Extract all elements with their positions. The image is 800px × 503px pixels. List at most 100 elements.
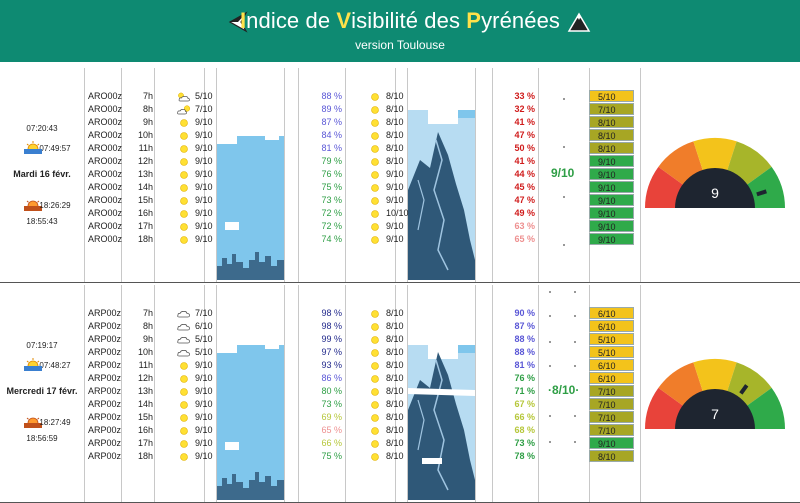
cloud-score: 9/10 [177,207,213,220]
dot-marker [574,441,576,443]
cloud-score-value: 5/10 [195,91,213,101]
sun-icon [180,439,188,448]
sun-score: 8/10 [368,398,404,411]
humidity-city: 76 % [321,169,342,179]
hour-label: 17h [137,438,153,448]
station-code: ARO00z [88,143,123,153]
day-date: Mercredi 17 févr. [6,386,78,396]
ghost-row [85,246,800,259]
hour-label: 8h [142,104,153,114]
mountain-icon[interactable] [567,10,591,34]
humidity-city: 66 % [321,438,342,448]
station-code: ARP00z [88,451,122,461]
visibility-badge: 7/10 [589,385,634,397]
table-row: ARO00z 18h 9/10 74 % 9/10 65 % 9/10 [85,233,800,246]
sunrise-time: 07:48:27 [39,361,71,370]
humidity-mountain: 47 % [514,130,535,140]
cloud-score: 9/10 [177,168,213,181]
hour-label: 13h [137,386,153,396]
humidity-city: 73 % [321,195,342,205]
table-row: ARO00z 16h 9/10 72 % 10/10 49 % 9/10 [85,207,800,220]
humidity-city: 87 % [321,117,342,127]
visibility-badge: 5/10 [589,90,634,102]
gauge-segment [645,387,685,429]
station-code: ARP00z [88,347,122,357]
sun-score: 8/10 [368,437,404,450]
table-row: ARO00z 17h 9/10 72 % 9/10 63 % 9/10 [85,220,800,233]
table-row: ARO00z 11h 9/10 81 % 8/10 50 % 8/10 [85,142,800,155]
sun-score: 9/10 [368,194,404,207]
cloud-score: 9/10 [177,398,213,411]
visibility-badge: 9/10 [589,181,634,193]
station-code: ARP00z [88,321,122,331]
hour-label: 15h [137,195,153,205]
table-row: ARP00z 9h 5/10 99 % 8/10 88 % 5/10 [85,333,800,346]
sun-icon [371,348,379,357]
sun-icon [180,157,188,166]
sunset-time: 18:27:49 [39,418,71,427]
sun-score: 8/10 [368,372,404,385]
back-arrow-icon[interactable] [226,10,250,34]
station-code: ARO00z [88,130,123,140]
hour-label: 14h [137,399,153,409]
humidity-mountain: 49 % [514,208,535,218]
sun-score-value: 8/10 [386,360,404,370]
column-divider [395,285,396,502]
sun-icon [180,183,188,192]
dot-marker [574,315,576,317]
humidity-mountain: 87 % [514,321,535,331]
table-row: ARO00z 15h 9/10 73 % 9/10 47 % 9/10 [85,194,800,207]
day-info: 07:20:43 07:49:57 Mardi 16 févr. 18:26:29 18… [0,68,84,282]
title-part: P [466,8,482,33]
cloud-score: 5/10 [177,333,213,346]
humidity-mountain: 47 % [514,195,535,205]
page-subtitle: version Toulouse [355,38,445,52]
visibility-badge: 8/10 [589,129,634,141]
column-divider [284,68,285,282]
table-row: ARO00z 10h 9/10 84 % 8/10 47 % 8/10 [85,129,800,142]
humidity-mountain: 32 % [514,104,535,114]
table-row: ARP00z 8h 6/10 98 % 8/10 87 % 6/10 [85,320,800,333]
partly-cloudy-icon [178,92,190,101]
sun-score-value: 10/10 [386,208,409,218]
sun-score: 8/10 [368,346,404,359]
cloud-score-value: 5/10 [195,334,213,344]
humidity-city: 79 % [321,156,342,166]
humidity-mountain: 90 % [514,308,535,318]
station-code: ARO00z [88,117,123,127]
cloud-score: 5/10 [177,346,213,359]
hour-label: 10h [137,347,153,357]
cloud-score: 6/10 [177,320,213,333]
sun-icon [371,322,379,331]
table-row: ARP00z 18h 9/10 75 % 8/10 78 % 8/10 [85,450,800,463]
visibility-badge: 5/10 [589,346,634,358]
visibility-badge: 9/10 [589,155,634,167]
city-visibility-graphic [217,68,284,280]
humidity-mountain: 78 % [514,451,535,461]
humidity-city: 88 % [321,91,342,101]
hour-label: 9h [142,334,153,344]
hour-label: 18h [137,234,153,244]
sun-score-value: 9/10 [386,169,404,179]
visibility-badge: 8/10 [589,142,634,154]
column-divider [640,68,641,282]
dot-marker [574,365,576,367]
cloud-score: 9/10 [177,155,213,168]
sun-icon [180,426,188,435]
sun-icon [180,118,188,127]
ghost-row [85,281,800,294]
table-row: ARP00z 11h 9/10 93 % 8/10 81 % 6/10 [85,359,800,372]
sun-score-value: 8/10 [386,451,404,461]
sun-score: 8/10 [368,411,404,424]
humidity-city: 99 % [321,334,342,344]
table-row: ARP00z 13h 9/10 80 % 8/10 71 % 7/10 [85,385,800,398]
sun-icon [371,426,379,435]
visibility-badge: 9/10 [589,168,634,180]
cloud-score: 9/10 [177,424,213,437]
sunrise-time: 07:49:57 [39,144,71,153]
sun-icon [371,196,379,205]
visibility-badge: 9/10 [589,207,634,219]
sun-score: 8/10 [368,116,404,129]
station-code: ARP00z [88,334,122,344]
sun-icon [371,361,379,370]
